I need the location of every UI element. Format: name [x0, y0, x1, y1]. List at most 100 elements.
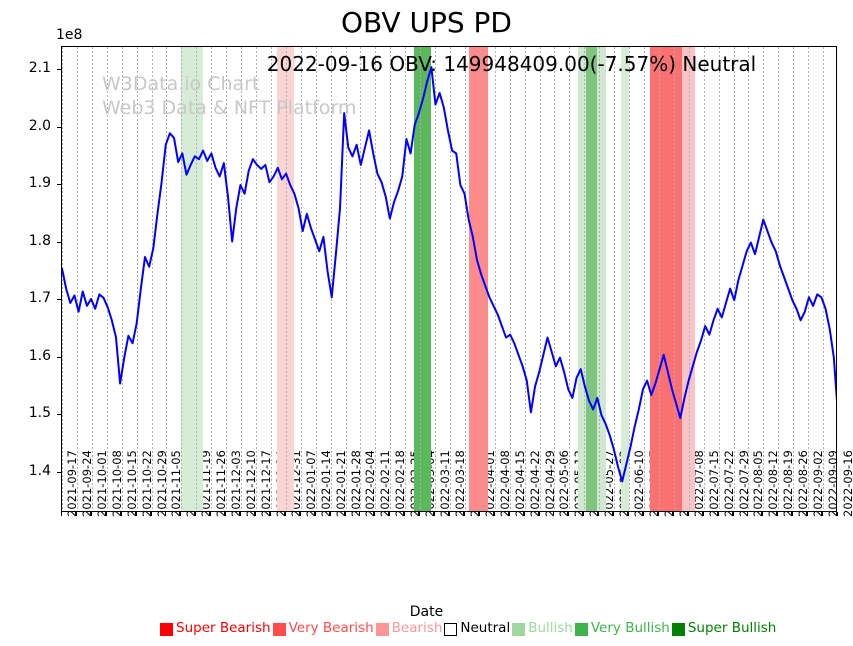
x-tick-mark — [75, 512, 77, 516]
gridline — [718, 47, 720, 511]
legend-swatch-icon — [375, 622, 389, 636]
x-tick-mark — [717, 512, 719, 516]
x-tick-mark — [120, 512, 122, 516]
gridline — [554, 47, 556, 511]
y-tick-label: 1.8 — [28, 232, 51, 249]
x-tick-mark — [598, 512, 600, 516]
gridline — [285, 47, 287, 511]
x-tick-mark — [523, 512, 525, 516]
x-tick-mark — [493, 512, 495, 516]
legend-item-super-bullish[interactable]: Super Bullish — [671, 620, 777, 637]
x-tick-mark — [225, 512, 227, 516]
gridline — [629, 47, 631, 511]
legend-item-very-bullish[interactable]: Very Bullish — [574, 622, 670, 636]
x-tick-mark — [807, 512, 809, 516]
gridline — [569, 47, 571, 511]
gridline — [823, 47, 825, 511]
gridline — [211, 47, 213, 511]
gridline — [166, 47, 168, 511]
x-tick-mark — [687, 512, 689, 516]
legend-swatch-icon — [272, 622, 286, 636]
gridline — [405, 47, 407, 511]
legend-label: Super Bullish — [687, 620, 777, 637]
x-tick-mark — [255, 512, 256, 516]
y-tick-mark — [57, 414, 61, 416]
x-tick-mark — [508, 512, 510, 516]
gridline — [599, 47, 601, 511]
legend-item-bullish[interactable]: Bullish — [512, 622, 573, 636]
signal-band — [650, 47, 683, 511]
x-tick-mark — [344, 512, 346, 516]
gridline — [494, 47, 496, 511]
x-tick-mark — [657, 512, 659, 516]
legend-item-bearish[interactable]: Bearish — [375, 622, 442, 636]
legend-item-neutral[interactable]: Neutral — [444, 622, 510, 636]
gridline — [479, 47, 481, 511]
y-tick-label: 1.9 — [28, 175, 51, 192]
x-tick-mark — [792, 512, 794, 516]
gridline — [196, 47, 198, 511]
x-tick-label: 2022-09-16 — [841, 450, 853, 517]
y-tick-mark — [57, 126, 61, 128]
gridline — [360, 47, 362, 511]
gridline — [509, 47, 511, 511]
x-tick-mark — [135, 512, 137, 516]
gridline — [315, 47, 317, 511]
signal-band — [181, 47, 203, 511]
gridline — [300, 47, 302, 511]
gridline — [435, 47, 437, 511]
gridline — [76, 47, 78, 511]
x-tick-mark — [314, 512, 316, 516]
x-tick-mark — [613, 512, 615, 516]
gridline — [524, 47, 526, 511]
gridline — [748, 47, 750, 511]
gridline — [226, 47, 228, 511]
gridline — [181, 47, 183, 511]
gridline — [106, 47, 108, 511]
legend-swatch-icon — [671, 622, 685, 636]
legend-swatch-icon — [444, 622, 458, 636]
gridline — [62, 47, 63, 511]
x-tick-mark — [374, 512, 376, 516]
x-tick-mark — [165, 512, 167, 516]
x-tick-mark — [762, 512, 764, 516]
x-tick-mark — [269, 512, 271, 516]
gridline — [345, 47, 347, 511]
signal-band — [469, 47, 489, 511]
x-tick-mark — [284, 512, 286, 516]
legend-label: Neutral — [460, 620, 511, 637]
gridline — [778, 47, 780, 511]
x-tick-mark — [359, 512, 361, 516]
x-tick-mark — [628, 512, 630, 516]
gridline — [808, 47, 810, 511]
gridline — [121, 47, 123, 511]
x-tick-mark — [538, 512, 540, 516]
legend: Super Bearish Very Bearish Bearish Neutral B… — [160, 618, 846, 640]
gridline — [91, 47, 93, 511]
legend-label: Very Bearish — [288, 620, 374, 637]
gridline — [375, 47, 377, 511]
legend-label: Super Bearish — [176, 620, 271, 637]
x-tick-mark — [747, 512, 749, 516]
legend-item-very-bearish[interactable]: Very Bearish — [272, 620, 374, 637]
y-tick-label: 2.1 — [28, 60, 51, 76]
x-tick-mark — [463, 512, 465, 516]
x-tick-mark — [404, 512, 406, 516]
gridline — [450, 47, 451, 511]
y-tick-label: 2.0 — [28, 117, 51, 134]
gridline — [539, 47, 541, 511]
x-tick-mark — [553, 512, 555, 516]
gridline — [673, 47, 675, 511]
legend-item-super-bearish[interactable]: Super Bearish — [160, 622, 271, 636]
signal-band — [277, 47, 295, 511]
y-tick-mark — [57, 471, 61, 473]
x-tick-mark — [837, 512, 838, 516]
watermark-line-2: Web3 Data & NFT Platform — [102, 97, 357, 119]
y-tick-label: 1.4 — [28, 462, 51, 479]
y-tick-label: 1.6 — [28, 347, 51, 364]
x-tick-mark — [150, 512, 152, 516]
gridline — [793, 47, 795, 511]
gridline — [270, 47, 272, 511]
legend-swatch-icon — [574, 622, 588, 636]
